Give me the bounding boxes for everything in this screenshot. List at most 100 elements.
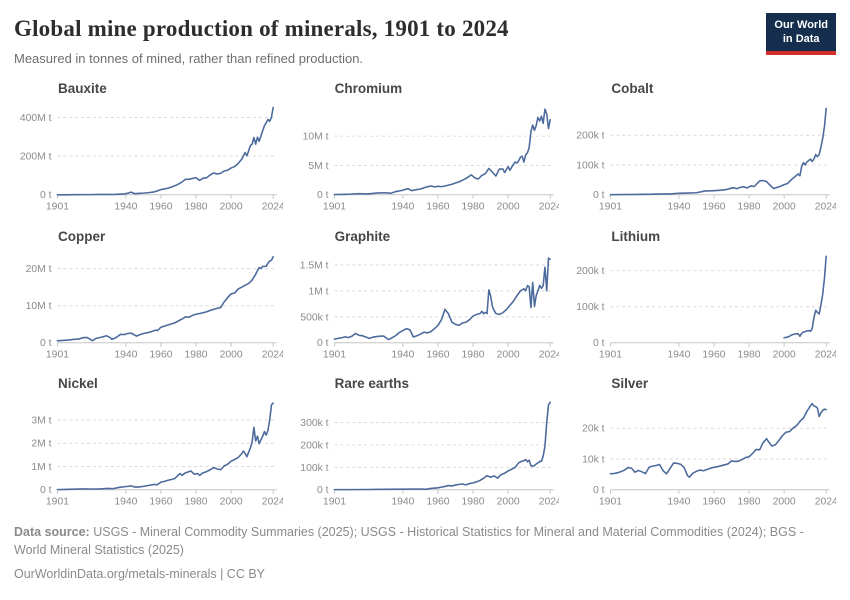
svg-text:1980: 1980 — [461, 349, 484, 360]
chart-lithium: 0 t 100k t 200k t 1901 1940 1960 1980 2000 2024 — [577, 255, 836, 360]
svg-text:1940: 1940 — [114, 497, 137, 508]
svg-text:500k t: 500k t — [300, 312, 328, 323]
chart-title: Nickel — [58, 376, 98, 392]
svg-text:2024: 2024 — [538, 202, 559, 213]
svg-text:1901: 1901 — [599, 349, 622, 360]
svg-text:20k t: 20k t — [582, 424, 605, 435]
svg-text:1980: 1980 — [738, 349, 761, 360]
svg-text:1M t: 1M t — [31, 462, 51, 473]
svg-text:1940: 1940 — [668, 349, 691, 360]
svg-text:1901: 1901 — [46, 497, 69, 508]
svg-text:2024: 2024 — [262, 349, 283, 360]
svg-text:2000: 2000 — [220, 202, 243, 213]
svg-text:1960: 1960 — [703, 349, 726, 360]
svg-text:0 t: 0 t — [593, 338, 605, 349]
chart-title: Bauxite — [58, 81, 107, 96]
svg-text:2000: 2000 — [220, 349, 243, 360]
data-source-label: Data source: — [14, 524, 90, 539]
svg-text:1901: 1901 — [46, 349, 69, 360]
svg-text:1960: 1960 — [149, 202, 172, 213]
svg-text:1960: 1960 — [703, 202, 726, 213]
chart-title: Copper — [58, 228, 106, 244]
svg-text:1901: 1901 — [323, 349, 346, 360]
data-source-text: USGS - Mineral Commodity Summaries (2025… — [14, 524, 804, 558]
chart-chromium: 0 t 5M t 10M t 1901 1940 1960 1980 2000 2024 — [302, 108, 559, 213]
svg-text:2024: 2024 — [538, 349, 559, 360]
owid-logo-line1: Our World — [774, 19, 828, 31]
svg-text:2M t: 2M t — [31, 439, 51, 450]
svg-text:1980: 1980 — [185, 497, 208, 508]
svg-text:1940: 1940 — [391, 497, 414, 508]
svg-text:2000: 2000 — [220, 497, 243, 508]
svg-text:2000: 2000 — [773, 202, 796, 213]
chart-silver: 0 t 10k t 20k t 1901 1940 1960 1980 2000 2024 — [582, 402, 836, 508]
chart-panel-chromium: Chromium 0 t 5M t 10M t 1901 1940 1960 1980 200… — [291, 81, 559, 216]
chart-cobalt: 0 t 100k t 200k t 1901 1940 1960 1980 2000 2024 — [577, 107, 836, 213]
svg-text:1940: 1940 — [114, 202, 137, 213]
svg-text:2000: 2000 — [773, 349, 796, 360]
svg-text:200k t: 200k t — [577, 266, 605, 277]
svg-text:0 t: 0 t — [317, 190, 329, 201]
svg-text:1980: 1980 — [461, 497, 484, 508]
svg-text:1980: 1980 — [738, 202, 761, 213]
svg-text:1901: 1901 — [599, 497, 622, 508]
chart-graphite: 0 t 500k t 1M t 1.5M t 1901 1940 1960 1980 2000 2… — [299, 256, 559, 360]
chart-panel-lithium: Lithium 0 t 100k t 200k t 1901 1940 1960 1980 2… — [567, 229, 836, 364]
svg-text:1980: 1980 — [738, 497, 761, 508]
svg-text:1901: 1901 — [599, 202, 622, 213]
svg-text:2024: 2024 — [815, 497, 836, 508]
svg-text:1940: 1940 — [668, 497, 691, 508]
svg-text:2024: 2024 — [815, 349, 836, 360]
svg-text:0 t: 0 t — [40, 338, 52, 349]
chart-title: Cobalt — [611, 81, 654, 96]
data-source-line: Data source: USGS - Mineral Commodity Su… — [14, 523, 836, 561]
owid-logo[interactable]: Our World in Data — [766, 13, 836, 55]
chart-title: Graphite — [334, 228, 391, 244]
chart-panel-copper: Copper 0 t 10M t 20M t 1901 1940 1960 1980 2000… — [14, 229, 283, 364]
svg-text:1960: 1960 — [149, 497, 172, 508]
svg-text:2024: 2024 — [538, 497, 559, 508]
chart-copper: 0 t 10M t 20M t 1901 1940 1960 1980 2000 2024 — [26, 255, 283, 360]
svg-text:1901: 1901 — [323, 497, 346, 508]
svg-text:2000: 2000 — [773, 497, 796, 508]
svg-text:1960: 1960 — [426, 202, 449, 213]
svg-text:1901: 1901 — [46, 202, 69, 213]
chart-title: Chromium — [334, 81, 403, 96]
svg-text:1940: 1940 — [391, 349, 414, 360]
chart-panel-cobalt: Cobalt 0 t 100k t 200k t 1901 1940 1960 1980 20… — [567, 81, 836, 216]
svg-text:2024: 2024 — [262, 497, 283, 508]
chart-bauxite: 0 t 200M t 400M t 1901 1940 1960 1980 2000 2024 — [20, 106, 283, 213]
svg-text:0 t: 0 t — [317, 485, 329, 496]
svg-text:0 t: 0 t — [40, 485, 52, 496]
chart-panel-rare-earths: Rare earths 0 t 100k t 200k t 300k t 1901 194… — [291, 376, 559, 511]
svg-text:300k t: 300k t — [300, 418, 328, 429]
footer-link: OurWorldinData.org/metals-minerals | CC … — [14, 567, 266, 582]
svg-text:1960: 1960 — [149, 349, 172, 360]
svg-text:10M t: 10M t — [26, 301, 52, 312]
owid-logo-line2: in Data — [782, 32, 820, 45]
svg-text:10M t: 10M t — [302, 132, 328, 143]
chart-panel-graphite: Graphite 0 t 500k t 1M t 1.5M t 1901 1940 1960… — [291, 228, 559, 364]
svg-text:1940: 1940 — [668, 202, 691, 213]
svg-text:1960: 1960 — [426, 497, 449, 508]
svg-text:0 t: 0 t — [593, 190, 605, 201]
chart-nickel: 0 t 1M t 2M t 3M t 1901 1940 1960 1980 2000 2024 — [31, 402, 283, 508]
chart-panel-nickel: Nickel 0 t 1M t 2M t 3M t 1901 1940 1960 1980 20… — [14, 376, 283, 511]
svg-text:2000: 2000 — [496, 202, 519, 213]
svg-text:200k t: 200k t — [300, 440, 328, 451]
svg-text:20M t: 20M t — [26, 264, 52, 275]
chart-title: Silver — [611, 376, 649, 392]
svg-text:1960: 1960 — [426, 349, 449, 360]
svg-text:2024: 2024 — [815, 202, 836, 213]
charts-grid: Bauxite 0 t 200M t 400M t 1901 1940 1960 1980 2… — [14, 81, 836, 511]
svg-text:5M t: 5M t — [308, 161, 328, 172]
chart-panel-silver: Silver 0 t 10k t 20k t 1901 1940 1960 1980 2000… — [567, 376, 836, 511]
svg-text:0 t: 0 t — [317, 338, 329, 349]
page-title: Global mine production of minerals, 1901… — [14, 16, 509, 41]
svg-text:10k t: 10k t — [582, 455, 605, 466]
svg-text:100k t: 100k t — [577, 160, 605, 171]
svg-text:1M t: 1M t — [308, 286, 328, 297]
svg-text:0 t: 0 t — [593, 485, 605, 496]
svg-text:1.5M t: 1.5M t — [299, 260, 328, 271]
page-footer: Data source: USGS - Mineral Commodity Su… — [14, 523, 836, 584]
